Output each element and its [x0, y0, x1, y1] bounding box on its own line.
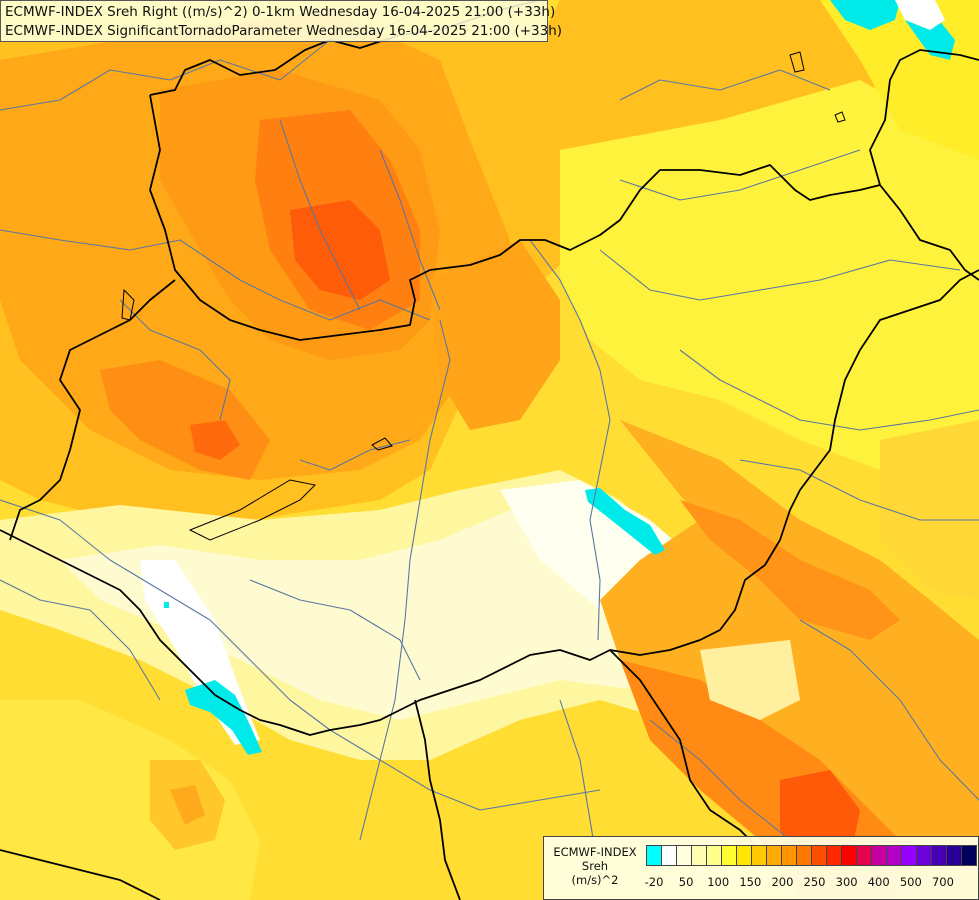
legend-swatch	[871, 845, 887, 866]
legend-swatch	[796, 845, 812, 866]
field-pale-se	[700, 640, 800, 720]
lake-balaton-shape	[585, 488, 665, 555]
legend-tick-label: 250	[803, 875, 826, 889]
legend-swatch	[736, 845, 752, 866]
lake-ne-2	[905, 15, 955, 60]
legend-swatch	[646, 845, 662, 866]
legend-swatch	[886, 845, 902, 866]
legend-swatch	[931, 845, 947, 866]
legend-swatch	[751, 845, 767, 866]
legend-swatch	[781, 845, 797, 866]
legend-swatch	[946, 845, 962, 866]
legend-tick-label: 500	[899, 875, 922, 889]
field-orange-sw-spot	[170, 785, 205, 825]
legend-tick-label: 200	[771, 875, 794, 889]
legend-tick-label: 700	[931, 875, 954, 889]
legend-tick-label: -20	[644, 875, 664, 889]
legend-swatch	[811, 845, 827, 866]
lake-outlines	[121, 51, 846, 541]
legend-title-unit: (m/s)^2	[571, 873, 619, 887]
legend-title-model: ECMWF-INDEX	[553, 845, 637, 859]
legend-title-param: Sreh	[581, 859, 609, 873]
legend-swatch	[661, 845, 677, 866]
field-yellow-east-edge	[880, 420, 979, 600]
lake-ne-1	[830, 0, 900, 30]
legend-swatch	[676, 845, 692, 866]
rivers	[0, 9, 979, 881]
legend-swatch	[916, 845, 932, 866]
legend-tick-label: 150	[739, 875, 762, 889]
legend-tick-labels: -20 50 100 150 200 250 300 400 500 700	[644, 875, 976, 891]
legend-swatch	[691, 845, 707, 866]
field-orange-se	[680, 500, 900, 640]
legend-swatch	[961, 845, 977, 866]
map-title-box: ECMWF-INDEX Sreh Right ((m/s)^2) 0-1km W…	[0, 0, 563, 42]
title-stp: ECMWF-INDEX SignificantTornadoParameter …	[5, 23, 563, 39]
lake-ne-white	[895, 0, 945, 30]
legend-swatches	[646, 845, 977, 866]
title-sreh: ECMWF-INDEX Sreh Right ((m/s)^2) 0-1km W…	[5, 4, 556, 20]
lake-sw-shape	[185, 680, 262, 755]
legend-tick-label: 400	[867, 875, 890, 889]
field-orange-midline	[430, 240, 560, 430]
color-legend: ECMWF-INDEX Sreh (m/s)^2 -20 50 100 150 200 2…	[543, 836, 979, 900]
legend-swatch	[706, 845, 722, 866]
legend-swatch	[766, 845, 782, 866]
legend-swatch	[856, 845, 872, 866]
legend-tick-label: 50	[678, 875, 694, 889]
legend-swatch	[826, 845, 842, 866]
legend-tick-label: 100	[707, 875, 730, 889]
legend-tick-label: 300	[835, 875, 858, 889]
legend-swatch	[841, 845, 857, 866]
field-red-spot-west	[190, 420, 240, 460]
legend-swatch	[721, 845, 737, 866]
field-yellow-east	[560, 80, 979, 470]
lake-sw-small	[164, 602, 169, 608]
field-yellow-sw	[0, 700, 260, 900]
legend-swatch	[901, 845, 917, 866]
field-red-orange-core	[290, 200, 390, 300]
